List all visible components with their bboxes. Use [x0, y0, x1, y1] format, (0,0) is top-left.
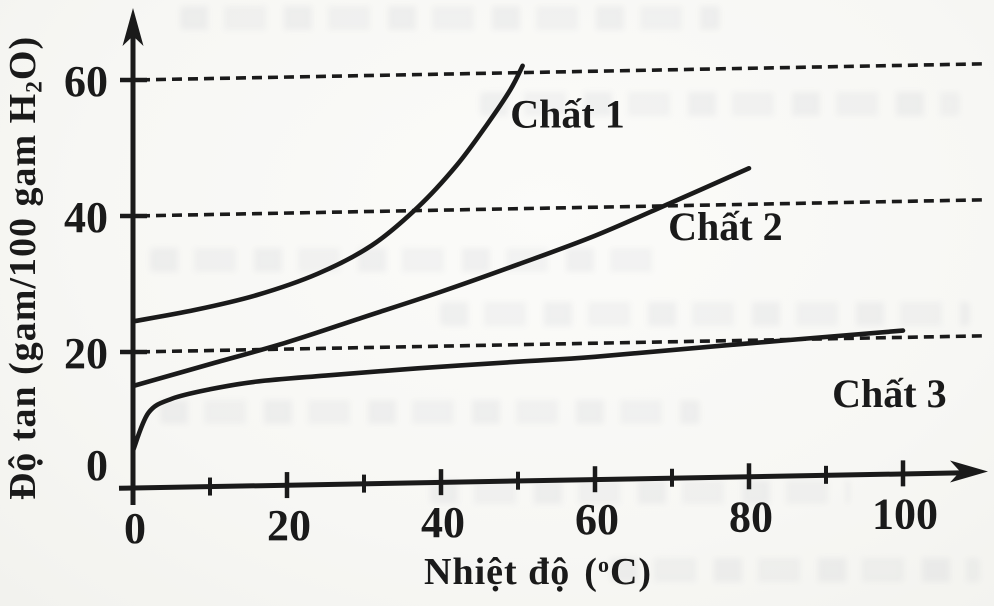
y-axis-arrowhead — [122, 8, 144, 46]
unit-open-paren: ( — [584, 551, 598, 593]
x-axis-title-text: Nhiệt độ — [424, 551, 571, 593]
y-axis-title-suffix: O) — [2, 35, 44, 81]
unit-close: C) — [609, 551, 653, 593]
y-tick-label-0: 0 — [86, 441, 108, 490]
curve-label-3: Chất 3 — [832, 371, 946, 416]
dashed-gridline-y40 — [139, 198, 985, 218]
y-tick-label-20: 20 — [64, 329, 108, 378]
curve-2 — [130, 165, 752, 389]
x-tick-label-60: 60 — [575, 495, 619, 544]
x-axis-line — [118, 470, 966, 491]
dashed-gridline-y60 — [139, 62, 985, 82]
y-axis-title: Độ tan (gam/100 gam H2O) — [1, 28, 53, 508]
unit-degree-sup: o — [597, 551, 610, 577]
y-tick-label-40: 40 — [64, 193, 108, 242]
curve-3 — [130, 328, 906, 453]
x-tick-label-100: 100 — [872, 489, 938, 538]
curve-1 — [130, 63, 525, 324]
curve-label-2: Chất 2 — [668, 204, 782, 249]
y-axis-title-subscript: 2 — [21, 80, 48, 93]
curve-label-1: Chất 1 — [510, 92, 624, 137]
x-tick-label-80: 80 — [729, 492, 773, 541]
y-axis-title-text: Độ tan (gam/100 gam H — [2, 92, 44, 501]
x-tick-label-0: 0 — [124, 504, 146, 553]
x-axis-title: Nhiệt độ (oC) — [424, 550, 652, 594]
x-tick-label-40: 40 — [421, 498, 465, 547]
x-axis-arrowhead — [950, 460, 988, 483]
x-tick-label-20: 20 — [267, 501, 311, 550]
x-axis-title-unit: (oC) — [584, 551, 652, 593]
y-tick-label-60: 60 — [64, 57, 108, 106]
dashed-gridline-y20 — [139, 334, 985, 354]
